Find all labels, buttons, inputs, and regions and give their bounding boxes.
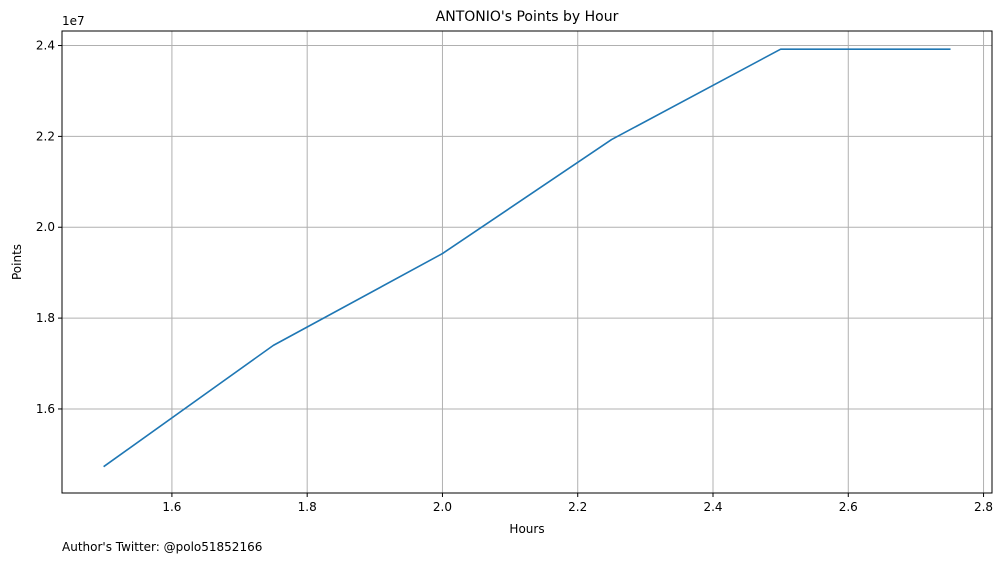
y-tick-label: 1.8: [36, 311, 55, 325]
y-tick-label: 2.0: [36, 220, 55, 234]
x-tick-label: 2.2: [568, 500, 587, 514]
chart-title: ANTONIO's Points by Hour: [436, 9, 619, 25]
grid: [62, 31, 992, 493]
x-tick-label: 2.6: [839, 500, 858, 514]
y-tick-label: 1.6: [36, 402, 55, 416]
y-axis-label: Points: [10, 244, 24, 280]
series-layer: [103, 48, 951, 468]
x-tick-label: 2.0: [433, 500, 452, 514]
series-line: [103, 48, 951, 468]
x-axis-label: Hours: [509, 522, 544, 536]
y-tick-label: 2.2: [36, 129, 55, 143]
x-tick-label: 2.8: [974, 500, 993, 514]
y-axis: 1.6 1.8 2.0 2.2 2.4: [36, 39, 62, 416]
x-axis: 1.6 1.8 2.0 2.2 2.4 2.6 2.8: [162, 493, 993, 514]
y-offset-label: 1e7: [62, 14, 85, 28]
x-tick-label: 1.6: [162, 500, 181, 514]
plot-frame: [61, 30, 993, 494]
x-tick-label: 1.8: [298, 500, 317, 514]
x-tick-label: 2.4: [703, 500, 722, 514]
y-tick-label: 2.4: [36, 39, 55, 53]
author-credit: Author's Twitter: @polo51852166: [62, 540, 262, 554]
